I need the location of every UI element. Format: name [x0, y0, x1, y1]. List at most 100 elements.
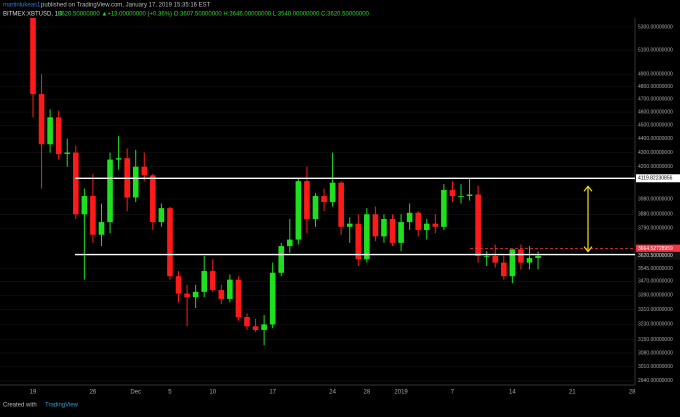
candle-body: [115, 158, 122, 160]
candle-body: [227, 279, 233, 299]
y-tick-label: 3470.00000000: [638, 279, 673, 285]
x-tick-label: 19: [30, 390, 37, 396]
plot-area: [0, 18, 635, 382]
y-tick-label: 3790.00000000: [638, 226, 673, 232]
y-tick-label: 4900.00000000: [638, 71, 673, 77]
candle-body: [475, 194, 481, 256]
candle-body: [107, 159, 113, 223]
candle-body: [201, 271, 207, 292]
last-price-label: 3620.50000000: [638, 253, 673, 259]
x-tick-label: 28: [363, 390, 370, 396]
candle-body: [423, 223, 430, 230]
y-tick-label: 3010.00000000: [638, 364, 673, 370]
candle-body: [98, 222, 105, 235]
symbol: BITMEX:XBTUSD, 1D: [3, 12, 63, 18]
published: published on TradingView.com, January 17…: [41, 3, 211, 9]
candle-body: [372, 214, 379, 237]
candle-body: [235, 279, 242, 318]
candle-body: [73, 152, 79, 215]
candle-body: [150, 175, 156, 223]
x-tick-label: 28: [629, 390, 636, 396]
candle-body: [295, 181, 302, 240]
y-tick-label: 4800.00000000: [638, 84, 673, 90]
y-tick-label: 3390.00000000: [638, 293, 673, 299]
price-line-label-bg: [636, 174, 680, 183]
x-tick-label: Dec: [130, 390, 141, 396]
candle-body: [338, 182, 344, 227]
candle-body: [364, 214, 370, 260]
candle-body: [38, 94, 45, 145]
candle-body: [55, 117, 62, 154]
y-tick-label: 4300.00000000: [638, 150, 673, 156]
candle-body: [141, 166, 148, 176]
y-tick-label: 4700.00000000: [638, 96, 673, 102]
candle-body: [346, 223, 353, 227]
candle-body: [526, 258, 533, 263]
x-tick-label: 7: [451, 390, 455, 396]
candle-body: [355, 223, 362, 260]
quote: 3620.50000000 ▲+13.00000000 (+0.36%) O:3…: [58, 12, 370, 18]
candle-body: [90, 195, 96, 235]
candle-body: [167, 208, 173, 277]
candle-body: [441, 190, 447, 227]
y-tick-label: 3230.00000000: [638, 322, 673, 328]
candle-body: [492, 255, 499, 263]
x-tick-label: 14: [509, 390, 516, 396]
candle-body: [64, 152, 71, 154]
x-tick-label: 10: [209, 390, 216, 396]
candle-body: [261, 324, 267, 331]
x-tick-label: 26: [90, 390, 97, 396]
y-tick-label: 4600.00000000: [638, 109, 673, 115]
x-tick-label: 2019: [394, 390, 408, 396]
candle-body: [30, 18, 36, 95]
candle-body: [398, 222, 404, 243]
candle-body: [389, 218, 396, 243]
candle-body: [415, 212, 421, 230]
candle-body: [535, 255, 541, 259]
candle-body: [458, 195, 464, 197]
candle-body: [509, 249, 516, 277]
y-tick-label: 3545.00000000: [638, 266, 673, 272]
candle-body: [192, 291, 199, 298]
candle-body: [209, 271, 216, 291]
price-line-label: 4119.82230856: [638, 176, 673, 182]
x-tick-label: 17: [269, 390, 276, 396]
candle-body: [449, 190, 456, 196]
candle-body: [184, 293, 190, 298]
candle-body: [278, 246, 285, 273]
candle-body: [218, 290, 225, 299]
price-line-label: 3664.52728959: [638, 246, 673, 252]
x-tick-label: 24: [329, 390, 336, 396]
candle-body: [432, 223, 439, 227]
candle-body: [252, 326, 259, 331]
candle-body: [518, 249, 524, 263]
x-tick-label: 5: [168, 390, 172, 396]
y-tick-label: 4200.00000000: [638, 164, 673, 170]
y-tick-label: 4400.00000000: [638, 136, 673, 142]
candle-body: [287, 239, 293, 247]
y-tick-label: 5100.00000000: [638, 47, 673, 53]
candle-body: [304, 181, 310, 219]
measure-arrow-head: [583, 185, 593, 192]
candle-body: [132, 166, 139, 198]
y-tick-label: 3310.00000000: [638, 307, 673, 313]
y-tick-label: 4500.00000000: [638, 123, 673, 129]
candle-body: [312, 195, 319, 219]
candle-body: [269, 272, 276, 325]
last-price-label-bg: [636, 251, 680, 260]
y-tick-label: 3150.00000000: [638, 337, 673, 343]
x-tick-label: 21: [569, 390, 576, 396]
candle-body: [81, 195, 88, 215]
brand[interactable]: TradingView: [45, 403, 79, 409]
y-tick-label: 2940.00000000: [638, 378, 673, 384]
y-tick-label: 3080.00000000: [638, 350, 673, 356]
author[interactable]: martinlukeas1: [3, 3, 41, 9]
candle-body: [406, 212, 413, 223]
y-tick-label: 3980.00000000: [638, 196, 673, 202]
y-tick-label: 3880.00000000: [638, 212, 673, 218]
price-line-label-bg: [636, 244, 680, 253]
candle-body: [466, 194, 473, 196]
candle-body: [501, 262, 507, 277]
candle-body: [321, 195, 327, 203]
